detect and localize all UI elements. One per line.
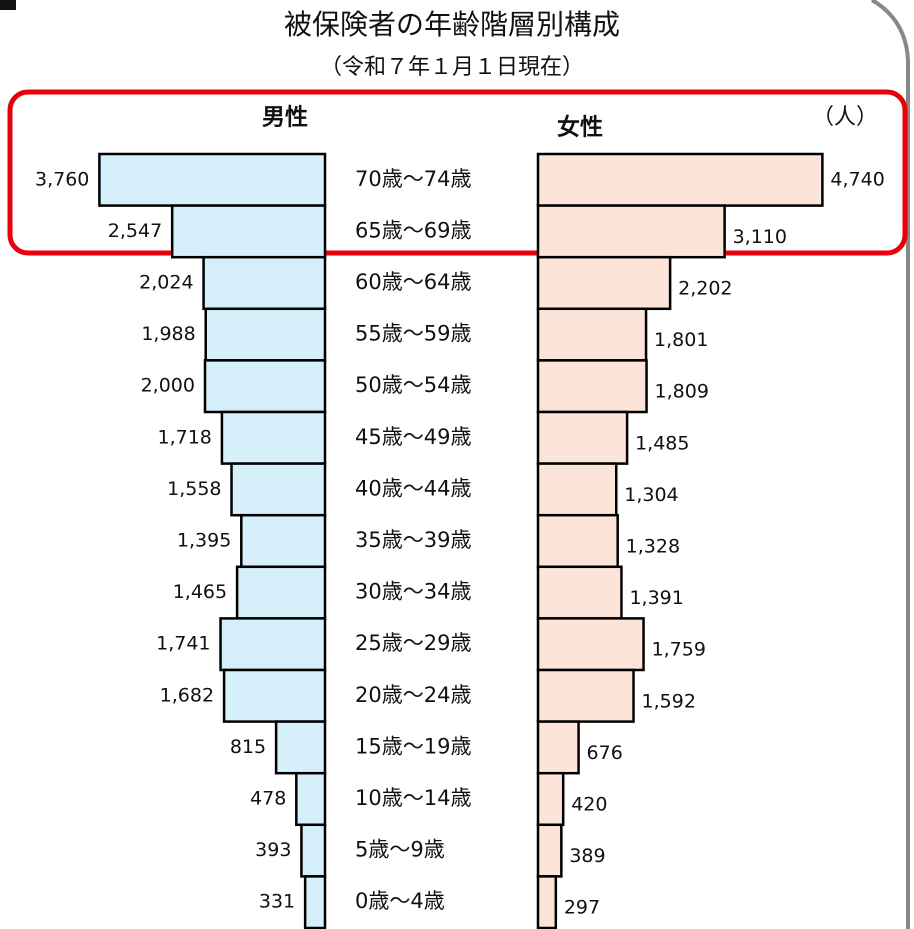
category-label: 15歳〜19歳 bbox=[355, 734, 471, 758]
value-label: 2,000 bbox=[141, 375, 195, 397]
value-label: 815 bbox=[230, 736, 266, 758]
category-label: 45歳〜49歳 bbox=[355, 425, 471, 449]
bar-male bbox=[230, 462, 327, 517]
category-label: 5歳〜9歳 bbox=[355, 838, 445, 862]
category-label: 65歳〜69歳 bbox=[355, 218, 471, 242]
value-label: 478 bbox=[250, 788, 286, 810]
category-label: 30歳〜34歳 bbox=[355, 580, 471, 604]
bar-female bbox=[536, 875, 558, 929]
bar-male bbox=[219, 617, 327, 672]
category-label: 20歳〜24歳 bbox=[355, 683, 471, 707]
bar-female bbox=[536, 152, 824, 207]
bar-female bbox=[536, 204, 726, 259]
bar-female bbox=[536, 359, 648, 414]
bar-female bbox=[536, 565, 623, 620]
value-label: 1,592 bbox=[642, 690, 696, 712]
value-label: 1,809 bbox=[655, 381, 709, 403]
bar-female bbox=[536, 668, 635, 723]
bar-female bbox=[536, 823, 563, 878]
category-label: 70歳〜74歳 bbox=[355, 167, 471, 191]
value-label: 1,558 bbox=[167, 478, 221, 500]
value-label: 1,395 bbox=[177, 530, 231, 552]
bar-male bbox=[222, 668, 327, 723]
bar-female bbox=[536, 617, 645, 672]
value-label: 3,110 bbox=[733, 226, 787, 248]
value-label: 1,485 bbox=[635, 432, 689, 454]
value-label: 2,202 bbox=[678, 278, 732, 300]
value-label: 331 bbox=[259, 891, 295, 913]
bar-male bbox=[240, 513, 327, 569]
value-label: 1,304 bbox=[624, 484, 678, 506]
value-label: 297 bbox=[564, 897, 600, 919]
bar-female bbox=[536, 462, 618, 517]
value-label: 1,741 bbox=[156, 633, 210, 655]
category-label: 50歳〜54歳 bbox=[355, 373, 471, 397]
bar-male bbox=[98, 152, 327, 207]
value-label: 2,024 bbox=[139, 272, 193, 294]
value-label: 420 bbox=[571, 794, 607, 816]
unit-label: （人） bbox=[812, 105, 878, 130]
bar-male bbox=[303, 875, 327, 929]
bar-male bbox=[220, 410, 327, 465]
value-label: 393 bbox=[255, 839, 291, 861]
bar-female bbox=[536, 720, 580, 775]
value-label: 1,988 bbox=[141, 323, 195, 345]
value-label: 1,328 bbox=[626, 536, 680, 558]
bar-male bbox=[204, 307, 327, 362]
category-label: 55歳〜59歳 bbox=[355, 322, 471, 346]
value-label: 3,760 bbox=[35, 168, 89, 190]
bar-male bbox=[235, 565, 327, 620]
bar-male bbox=[274, 720, 327, 775]
value-label: 2,547 bbox=[108, 220, 162, 242]
value-label: 389 bbox=[569, 845, 605, 867]
category-label: 0歳〜4歳 bbox=[355, 889, 445, 913]
value-label: 4,740 bbox=[830, 168, 884, 190]
highlight-box bbox=[7, 89, 908, 256]
bar-male bbox=[203, 359, 327, 414]
value-label: 1,465 bbox=[173, 581, 227, 603]
value-label: 1,801 bbox=[654, 329, 708, 351]
category-label: 40歳〜44歳 bbox=[355, 476, 471, 500]
legend-female: 女性 bbox=[557, 114, 603, 141]
value-label: 676 bbox=[587, 742, 623, 764]
bar-male bbox=[202, 255, 327, 311]
chart-subtitle: （令和７年１月１日現在） bbox=[320, 55, 584, 80]
bar-female bbox=[536, 513, 619, 569]
value-label: 1,718 bbox=[158, 426, 212, 448]
value-label: 1,682 bbox=[160, 684, 214, 706]
bar-female bbox=[536, 771, 565, 827]
category-label: 35歳〜39歳 bbox=[355, 528, 471, 552]
frame-edge bbox=[870, 0, 910, 929]
bar-male bbox=[295, 771, 327, 827]
legend-male: 男性 bbox=[262, 105, 308, 131]
value-label: 1,759 bbox=[652, 639, 706, 661]
corner-block bbox=[0, 0, 16, 10]
bar-female bbox=[536, 307, 648, 362]
bar-female bbox=[536, 410, 629, 465]
chart-title: 被保険者の年齢階層別構成 bbox=[284, 8, 620, 41]
category-label: 10歳〜14歳 bbox=[355, 786, 471, 810]
bar-male bbox=[170, 204, 327, 259]
category-label: 60歳〜64歳 bbox=[355, 270, 471, 294]
value-label: 1,391 bbox=[629, 587, 683, 609]
category-label: 25歳〜29歳 bbox=[355, 631, 471, 655]
bar-female bbox=[536, 255, 672, 311]
bar-male bbox=[300, 823, 327, 878]
